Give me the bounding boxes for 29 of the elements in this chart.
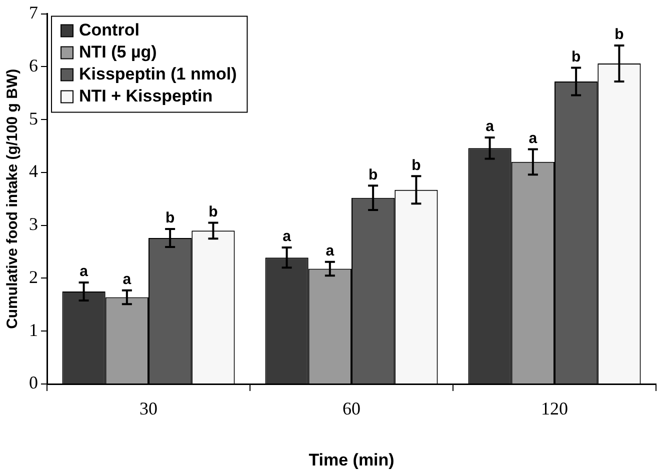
data-label: a	[282, 228, 292, 246]
y-tick-label: 4	[29, 161, 38, 182]
data-label: a	[326, 242, 335, 260]
data-label: a	[122, 271, 132, 288]
data-label: a	[486, 118, 495, 136]
x-tick-label: 30	[140, 398, 158, 419]
legend-label: NTI + Kisspeptin	[79, 86, 213, 106]
legend-label: Kisspeptin (1 nmol)	[79, 64, 237, 84]
y-axis-title: Cumulative food intake (g/100 g BW)	[4, 68, 22, 329]
y-tick-label: 7	[29, 2, 38, 23]
data-label: b	[165, 210, 175, 227]
data-label: b	[614, 26, 624, 44]
legend-label: Control	[79, 20, 140, 40]
y-tick-label: 2	[29, 266, 38, 287]
x-tick-label: 120	[541, 398, 568, 419]
data-label: b	[412, 156, 421, 174]
y-tick-label: 1	[29, 320, 38, 340]
x-tick-label: 60	[342, 398, 360, 419]
data-label: b	[571, 48, 581, 66]
x-axis-title: Time (min)	[308, 450, 394, 470]
y-tick-label: 0	[29, 372, 38, 393]
data-label: a	[80, 263, 89, 280]
y-tick-label: 3	[29, 214, 38, 234]
data-label: a	[528, 130, 538, 147]
y-tick-label: 5	[29, 108, 38, 128]
data-label: b	[368, 166, 378, 184]
y-tick-label: 6	[29, 55, 38, 76]
legend-label: NTI (5 µg)	[79, 42, 157, 62]
data-label: b	[208, 203, 218, 220]
